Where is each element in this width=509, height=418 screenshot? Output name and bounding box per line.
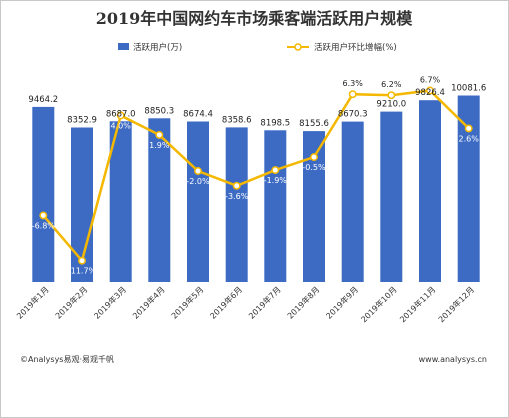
bar-8 xyxy=(303,131,325,282)
x-tick-label-9: 2019年9月 xyxy=(324,284,360,320)
bar-value-label-12: 10081.6 xyxy=(451,84,486,94)
growth-value-label-10: 6.2% xyxy=(381,80,402,89)
x-tick-label-12: 2019年12月 xyxy=(436,284,476,324)
bar-value-label-11: 9826.4 xyxy=(415,88,445,98)
x-tick-label-11: 2019年11月 xyxy=(397,284,437,324)
growth-value-label-6: -3.6% xyxy=(225,192,249,201)
growth-point-1 xyxy=(39,211,48,220)
bar-value-label-10: 9210.0 xyxy=(376,100,406,110)
x-tick-label-6: 2019年6月 xyxy=(208,284,244,320)
growth-point-9 xyxy=(348,90,357,99)
line-layer xyxy=(39,86,473,265)
growth-point-7 xyxy=(271,166,280,175)
bar-6 xyxy=(225,127,248,283)
growth-point-4 xyxy=(155,130,164,139)
legend-line-marker xyxy=(294,43,302,51)
growth-point-12 xyxy=(464,124,473,133)
bar-value-label-9: 8670.3 xyxy=(338,110,368,120)
growth-point-6 xyxy=(232,181,241,190)
bar-12 xyxy=(457,95,480,282)
x-tick-label-2: 2019年2月 xyxy=(53,284,89,320)
bar-3 xyxy=(109,121,132,282)
growth-value-label-8: -0.5% xyxy=(302,163,326,172)
growth-value-label-7: -1.9% xyxy=(264,176,288,185)
legend-bar-swatch xyxy=(118,43,129,50)
bar-value-label-6: 8358.6 xyxy=(222,115,252,125)
growth-value-label-11: 6.7% xyxy=(420,76,441,85)
bar-4 xyxy=(148,118,171,282)
bar-7 xyxy=(264,130,287,282)
bar-value-label-3: 8687.0 xyxy=(106,109,136,119)
growth-point-8 xyxy=(310,153,318,162)
bar-value-label-8: 8155.6 xyxy=(299,119,329,129)
legend: 活跃用户(万) 活跃用户环比增幅(%) xyxy=(118,42,397,53)
growth-point-2 xyxy=(78,256,86,265)
growth-value-label-9: 6.3% xyxy=(343,79,364,88)
bar-value-label-1: 9464.2 xyxy=(28,95,58,105)
chart-title: 2019年中国网约车市场乘客端活跃用户规模 xyxy=(96,9,414,28)
growth-value-label-3: 4.0% xyxy=(111,122,132,131)
growth-point-5 xyxy=(194,167,202,175)
bar-1 xyxy=(32,106,55,283)
bar-5 xyxy=(187,121,209,282)
website-label: www.analysys.cn xyxy=(419,355,487,364)
growth-point-3 xyxy=(116,111,125,120)
x-tick-label-10: 2019年10月 xyxy=(359,284,399,324)
bars-layer xyxy=(32,95,480,283)
growth-value-label-2: -11.7% xyxy=(68,267,97,276)
growth-line xyxy=(42,89,470,264)
bar-value-label-2: 8352.9 xyxy=(67,116,97,126)
legend-bar-label: 活跃用户(万) xyxy=(133,42,182,53)
growth-value-label-5: -2.0% xyxy=(186,177,210,186)
bar-value-label-7: 8198.5 xyxy=(260,118,290,128)
bar-11 xyxy=(419,100,441,282)
growth-value-label-1: -6.8% xyxy=(32,221,56,230)
growth-value-label-12: 2.6% xyxy=(459,134,480,143)
x-tick-label-4: 2019年4月 xyxy=(130,284,166,320)
x-tick-label-3: 2019年3月 xyxy=(92,284,128,320)
bar-10 xyxy=(380,111,403,282)
bar-value-label-4: 8850.3 xyxy=(144,106,174,116)
x-tick-label-5: 2019年5月 xyxy=(169,284,205,320)
x-tick-label-7: 2019年7月 xyxy=(246,284,282,320)
x-tick-label-1: 2019年1月 xyxy=(14,284,50,320)
bar-9 xyxy=(341,121,364,282)
growth-value-label-4: 1.9% xyxy=(149,141,170,150)
x-tick-label-8: 2019年8月 xyxy=(285,284,321,320)
growth-point-11 xyxy=(426,86,434,95)
x-axis-ticks: 2019年1月 2019年2月 2019年3月 2019年4月 2019年5月 2019年… xyxy=(14,284,476,324)
labels-layer: 9464.2 8352.9 8687.0 8850.3 8674.4 8358.6 8198… xyxy=(28,76,486,276)
source-label: ©Analysys易观·易观千帆 xyxy=(20,354,114,364)
growth-point-10 xyxy=(387,91,396,100)
bar-value-label-5: 8674.4 xyxy=(183,110,213,120)
legend-line-label: 活跃用户环比增幅(%) xyxy=(314,42,397,53)
